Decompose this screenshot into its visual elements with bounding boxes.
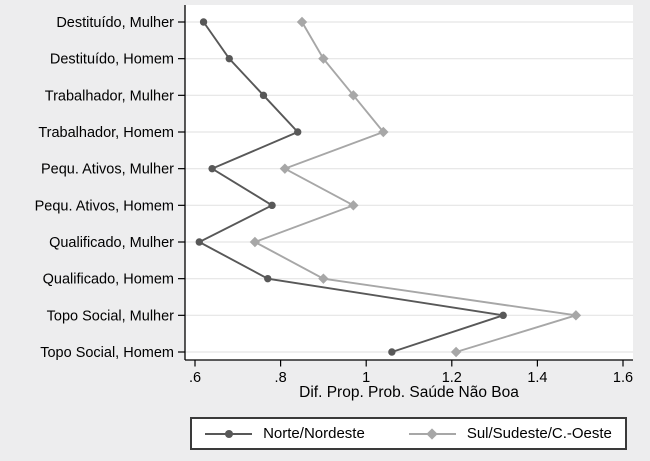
x-tick-label: .8 [275, 370, 287, 386]
category-label: Topo Social, Homem [40, 345, 174, 361]
x-tick-label: 1.4 [527, 370, 547, 386]
data-point-marker-norte-nordeste [499, 311, 507, 320]
category-label: Trabalhador, Mulher [45, 88, 174, 104]
data-point-marker-sul-sudeste-c-oeste [318, 273, 329, 284]
circle-line-marker-icon [205, 428, 253, 439]
data-point-marker-norte-nordeste [199, 18, 208, 26]
x-tick-label: 1.6 [613, 370, 633, 386]
data-point-marker-sul-sudeste-c-oeste [450, 346, 462, 358]
category-label: Pequ. Ativos, Homem [35, 198, 174, 214]
data-point-marker-norte-nordeste [208, 164, 216, 173]
x-tick-label: 1.2 [442, 370, 462, 386]
data-point-marker-norte-nordeste [225, 54, 233, 63]
circle-marker-icon [224, 429, 233, 438]
x-tick-label: .6 [189, 370, 201, 386]
category-label: Topo Social, Mulher [47, 308, 175, 324]
category-label: Pequ. Ativos, Mulher [41, 162, 174, 178]
data-point-marker-norte-nordeste [268, 201, 276, 210]
legend-label-sul-sudeste-c-oeste: Sul/Sudeste/C.-Oeste [466, 425, 612, 442]
legend-label-norte-nordeste: Norte/Nordeste [263, 425, 365, 442]
data-point-marker-norte-nordeste [294, 128, 302, 136]
data-point-marker-sul-sudeste-c-oeste [249, 236, 261, 248]
x-axis-title: Dif. Prop. Prob. Saúde Não Boa [299, 384, 519, 401]
diamond-line-marker-icon [408, 427, 456, 440]
category-label: Qualificado, Mulher [49, 235, 174, 251]
legend: Norte/Nordeste Sul/Sudeste/C.-Oeste [190, 417, 627, 450]
data-point-marker-sul-sudeste-c-oeste [279, 163, 291, 174]
data-point-marker-sul-sudeste-c-oeste [348, 200, 359, 211]
data-point-marker-norte-nordeste [264, 274, 272, 283]
data-point-marker-norte-nordeste [388, 348, 396, 356]
series-line-norte-nordeste [197, 21, 504, 353]
data-point-marker-sul-sudeste-c-oeste [318, 53, 329, 64]
legend-item-sul-sudeste-c-oeste: Sul/Sudeste/C.-Oeste [408, 425, 612, 442]
series-line-sul-sudeste-c-oeste [252, 21, 577, 353]
data-point-marker-sul-sudeste-c-oeste [348, 90, 359, 101]
data-point-marker-norte-nordeste [259, 91, 268, 100]
x-tick-label: 1 [362, 370, 370, 386]
legend-item-norte-nordeste: Norte/Nordeste [205, 425, 365, 442]
category-label: Destituído, Homem [50, 52, 174, 68]
category-label: Qualificado, Homem [43, 272, 174, 288]
category-label: Trabalhador, Homem [38, 125, 174, 141]
diamond-marker-icon [426, 427, 438, 440]
data-point-marker-norte-nordeste [195, 238, 203, 246]
data-point-marker-sul-sudeste-c-oeste [296, 16, 308, 28]
data-point-marker-sul-sudeste-c-oeste [378, 126, 389, 138]
data-point-marker-sul-sudeste-c-oeste [570, 310, 582, 321]
category-label: Destituído, Mulher [56, 15, 174, 31]
